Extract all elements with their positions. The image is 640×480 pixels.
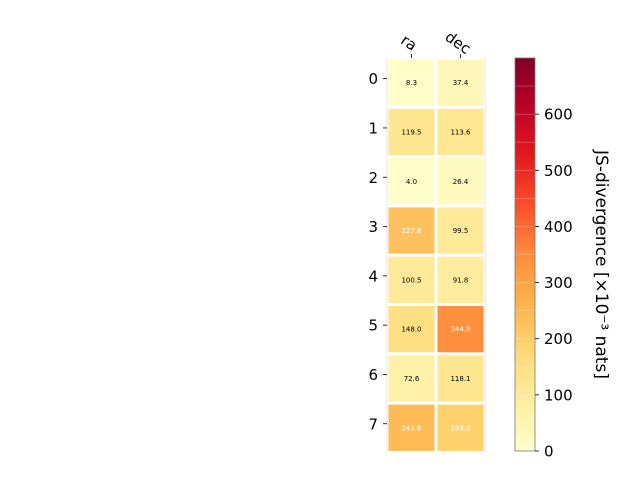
colorbar: 0 100 200 300 400 500 600 JS-divergence [×10⁻³… xyxy=(514,57,611,461)
row-labels: 0 1 2 3 4 5 6 7 xyxy=(368,70,387,433)
row-label: 0 xyxy=(368,70,378,88)
colorbar-gradient xyxy=(514,57,536,452)
heatmap-cell xyxy=(388,306,435,353)
row-label: 2 xyxy=(368,169,378,187)
cell-value-label: 119.5 xyxy=(401,128,421,136)
heatmap-cell xyxy=(388,256,435,303)
colorbar-tick-label: 600 xyxy=(544,106,573,124)
heatmap-cell xyxy=(388,355,435,402)
cell-value-label: 8.3 xyxy=(406,79,417,87)
cell-value-label: 118.1 xyxy=(450,375,470,383)
colorbar-tick-label: 500 xyxy=(544,162,573,180)
colorbar-ticks: 0 100 200 300 400 500 600 xyxy=(535,106,573,461)
cell-value-label: 91.8 xyxy=(453,276,469,284)
row-label: 3 xyxy=(368,218,378,236)
heatmap-cell xyxy=(437,355,484,402)
heatmap-cell xyxy=(437,404,484,451)
cell-value-label: 100.5 xyxy=(401,276,421,284)
row-label: 1 xyxy=(368,119,378,137)
cell-value-label: 243.6 xyxy=(401,424,422,432)
colorbar-tick-lines xyxy=(515,85,535,424)
colorbar-tick-label: 300 xyxy=(544,274,573,292)
cell-value-label: 193.8 xyxy=(450,424,470,432)
row-label: 6 xyxy=(368,366,378,384)
colorbar-tick-label: 100 xyxy=(544,386,573,404)
cell-value-label: 99.5 xyxy=(453,227,469,235)
row-label: 7 xyxy=(368,415,378,433)
colorbar-tick-label: 400 xyxy=(544,218,573,236)
heatmap-cell xyxy=(388,207,435,254)
heatmap-cell xyxy=(437,256,484,303)
cell-value-label: 26.4 xyxy=(453,178,469,186)
heatmap-cell xyxy=(437,207,484,254)
heatmap-cell xyxy=(388,158,435,205)
cell-value-label: 4.0 xyxy=(406,178,417,186)
heatmap-cell xyxy=(388,108,435,156)
cell-value-label: 37.4 xyxy=(453,79,469,87)
heatmap-cell xyxy=(388,404,435,451)
cell-value-label: 148.0 xyxy=(401,326,421,334)
cell-value-label: 72.6 xyxy=(404,375,420,383)
cell-value-label: 227.8 xyxy=(401,227,421,235)
heatmap-cell xyxy=(437,59,484,106)
colorbar-label: JS-divergence [×10⁻³ nats] xyxy=(591,149,611,379)
heatmap-cell xyxy=(437,306,484,353)
heatmap-cells: 8.3 37.4 119.5 113.6 4.0 26.4 227.8 99.5 100.5 91… xyxy=(386,58,486,453)
cell-value-label: 113.6 xyxy=(450,128,471,136)
cell-value-label: 344.9 xyxy=(450,326,470,334)
row-label: 4 xyxy=(368,267,378,285)
heatmap-cell xyxy=(437,158,484,205)
column-labels: ra dec xyxy=(397,28,474,58)
colorbar-tick-label: 0 xyxy=(544,443,554,461)
column-label: dec xyxy=(442,28,474,58)
column-label: ra xyxy=(397,31,420,55)
row-label: 5 xyxy=(368,317,378,335)
colorbar-tick-label: 200 xyxy=(544,330,573,348)
heatmap-cell xyxy=(388,59,435,106)
heatmap-cell xyxy=(437,108,484,156)
